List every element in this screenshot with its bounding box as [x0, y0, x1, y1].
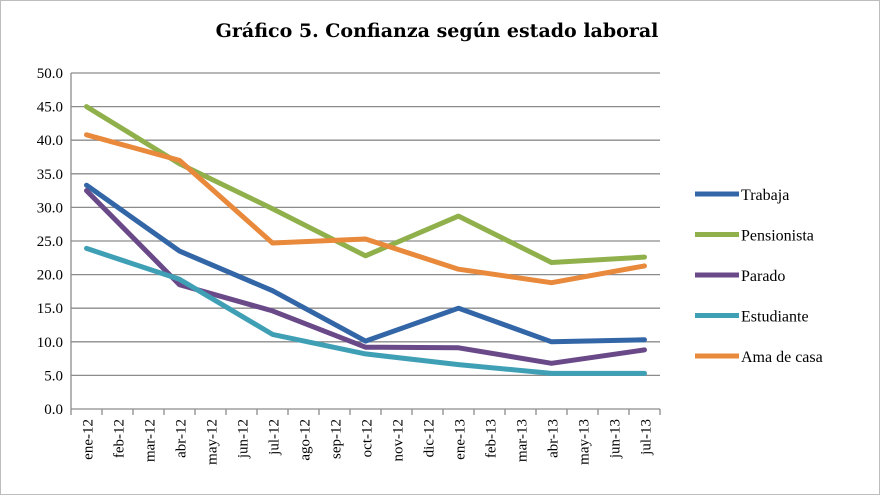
- legend-label: Estudiante: [741, 309, 809, 326]
- x-tick-label: may-12: [205, 419, 221, 465]
- legend-label: Parado: [741, 268, 785, 285]
- x-tick-label: abr-13: [546, 419, 562, 458]
- series-line-trabaja: [84, 182, 647, 345]
- x-tick-label: oct-12: [360, 419, 376, 457]
- x-tick-label: abr-12: [174, 419, 190, 458]
- series-line-parado: [84, 188, 647, 366]
- x-tick-label: mar-12: [143, 419, 159, 462]
- x-tick-label: dic-12: [422, 419, 438, 457]
- legend: Trabaja Pensionista Parado Estudiante Ama de…: [695, 187, 823, 366]
- y-tick-label: 10.0: [37, 335, 63, 351]
- y-tick-label: 45.0: [37, 100, 63, 116]
- axes: [70, 73, 661, 415]
- x-tick-label: jul-12: [267, 419, 283, 456]
- x-tick-label: jul-13: [639, 419, 655, 456]
- legend-label: Ama de casa: [741, 349, 823, 366]
- x-tick-label: ene-12: [81, 419, 97, 460]
- legend-label: Pensionista: [741, 228, 814, 245]
- x-axis-tick-labels: ene-12 feb-12 mar-12 abr-12 may-12 jun-12 jul-…: [81, 419, 655, 465]
- y-tick-label: 25.0: [37, 234, 63, 250]
- y-tick-label: 5.0: [44, 368, 63, 384]
- x-tick-label: may-13: [577, 419, 593, 465]
- x-tick-label: ago-12: [298, 419, 314, 461]
- series-lines: [84, 104, 647, 376]
- y-tick-label: 20.0: [37, 268, 63, 284]
- x-tick-label: mar-13: [515, 419, 531, 462]
- y-tick-label: 30.0: [37, 200, 63, 216]
- y-tick-label: 40.0: [37, 133, 63, 149]
- gridlines: [71, 72, 660, 377]
- series-line-ama-de-casa: [84, 132, 647, 286]
- x-tick-label: feb-13: [484, 419, 500, 458]
- x-tick-label: nov-12: [391, 419, 407, 462]
- y-tick-label: 50.0: [37, 66, 63, 82]
- legend-label: Trabaja: [741, 187, 789, 204]
- x-tick-label: sep-12: [329, 419, 345, 459]
- y-tick-label: 0.0: [44, 402, 63, 418]
- y-tick-label: 15.0: [37, 301, 63, 317]
- y-axis-tick-labels: 0.0 5.0 10.0 15.0 20.0 25.0 30.0 35.0 40.0 45.0 50…: [37, 66, 63, 418]
- chart-title: Gráfico 5. Confianza según estado labora…: [216, 20, 659, 42]
- y-tick-label: 35.0: [37, 167, 63, 183]
- x-tick-label: jun-12: [236, 419, 252, 459]
- x-tick-label: feb-12: [112, 419, 128, 458]
- x-tick-label: jun-13: [608, 419, 624, 459]
- series-line-estudiante: [84, 245, 647, 376]
- x-tick-label: ene-13: [453, 419, 469, 460]
